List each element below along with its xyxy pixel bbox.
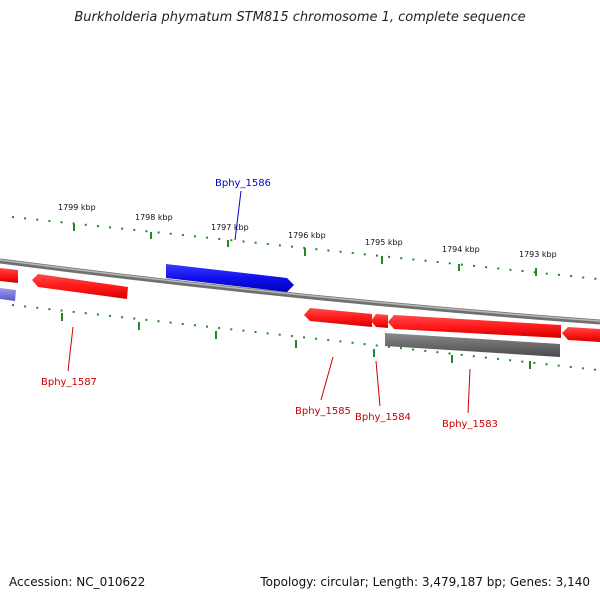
gene-label-bphy-1585[interactable]: Bphy_1585 <box>295 406 351 417</box>
gene-arrow-bphy-1587[interactable] <box>32 274 128 299</box>
gene-label-bphy-1583[interactable]: Bphy_1583 <box>442 419 498 430</box>
kbp-label: 1798 kbp <box>135 213 173 222</box>
callout-line-bphy-1587 <box>67 326 74 372</box>
gene-arrow-bphy-1583[interactable] <box>388 315 561 338</box>
kbp-label: 1795 kbp <box>365 238 403 247</box>
callout-lines <box>67 190 471 414</box>
gene-arrow-bphy-1585[interactable] <box>304 308 372 327</box>
callout-line-bphy-1586 <box>234 190 242 241</box>
kbp-label: 1794 kbp <box>442 245 480 254</box>
gene-label-bphy-1586[interactable]: Bphy_1586 <box>215 178 271 189</box>
callout-line-bphy-1585 <box>320 356 334 401</box>
topology-summary: Topology: circular; Length: 3,479,187 bp… <box>260 575 590 589</box>
kbp-label: 1793 kbp <box>519 250 557 259</box>
kbp-label: 1796 kbp <box>288 231 326 240</box>
gene-labels: Bphy_1586 Bphy_1587 Bphy_1585 Bphy_1584 … <box>41 178 498 430</box>
kbp-labels: 1799 kbp 1798 kbp 1797 kbp 1796 kbp 1795… <box>58 203 557 259</box>
gene-arrow-left-edge[interactable] <box>0 268 18 283</box>
gene-arrow-right-edge[interactable] <box>562 327 600 342</box>
callout-line-bphy-1584 <box>375 360 381 407</box>
outer-tick-track <box>11 216 599 280</box>
gene-label-bphy-1584[interactable]: Bphy_1584 <box>355 412 411 423</box>
kbp-label: 1797 kbp <box>211 223 249 232</box>
gene-arrow-left-edge-faded[interactable] <box>0 288 16 301</box>
gene-features <box>0 264 600 357</box>
inner-minor-ticks <box>11 304 599 371</box>
accession-text: Accession: NC_010622 <box>9 575 146 589</box>
callout-line-bphy-1583 <box>467 368 471 414</box>
gene-label-bphy-1587[interactable]: Bphy_1587 <box>41 377 97 388</box>
gene-arrow-grey[interactable] <box>385 333 560 357</box>
gene-arrow-bphy-1586[interactable] <box>166 264 294 292</box>
inner-tick-track <box>11 304 599 371</box>
chromosome-backbone <box>0 258 600 325</box>
map-title: Burkholderia phymatum STM815 chromosome … <box>74 10 526 25</box>
kbp-label: 1799 kbp <box>58 203 96 212</box>
gene-arrow-bphy-1584[interactable] <box>371 314 388 328</box>
